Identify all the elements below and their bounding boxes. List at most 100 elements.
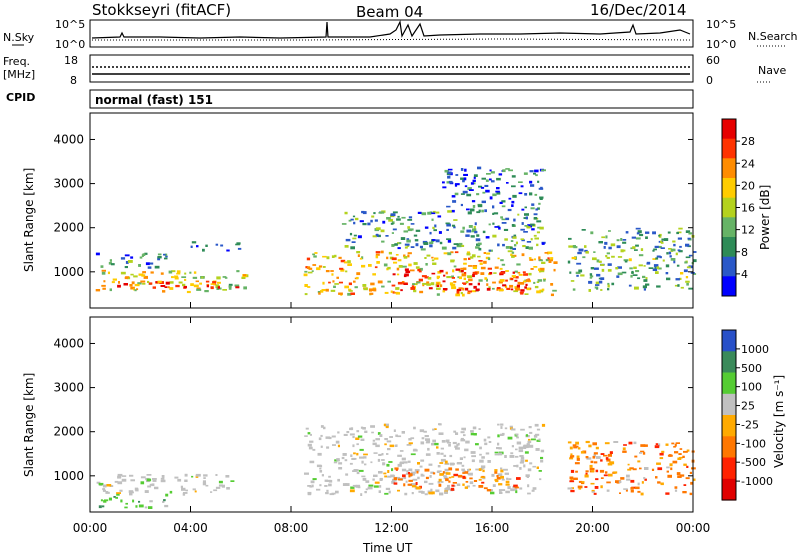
data-cell [636, 232, 640, 235]
data-cell [212, 281, 217, 284]
data-cell [388, 461, 393, 463]
data-cell [164, 504, 169, 508]
data-cell [124, 254, 130, 257]
data-cell [347, 263, 352, 266]
data-cell [515, 287, 520, 291]
data-cell [416, 486, 421, 490]
data-cell [356, 471, 360, 475]
data-cell [201, 276, 204, 279]
data-cell [467, 468, 470, 472]
data-cell [538, 259, 543, 262]
data-cell [478, 185, 483, 188]
data-cell [447, 175, 451, 179]
data-cell [627, 468, 632, 471]
data-cell [338, 281, 343, 284]
data-cell [644, 467, 649, 470]
data-cell [225, 475, 230, 478]
data-cell [100, 499, 103, 502]
data-cell [356, 251, 361, 254]
data-cell [451, 209, 455, 213]
data-cell [513, 484, 518, 488]
data-cell [360, 493, 363, 496]
data-cell [520, 459, 525, 463]
data-cell [117, 473, 123, 477]
data-cell [142, 283, 146, 285]
data-cell [116, 494, 120, 496]
data-cell [338, 292, 343, 295]
data-cell [445, 472, 451, 475]
data-cell [594, 486, 599, 489]
data-cell [523, 464, 526, 468]
data-cell [447, 168, 453, 171]
data-cell [492, 205, 495, 209]
data-cell [462, 226, 465, 230]
data-cell [448, 443, 451, 447]
data-cell [307, 485, 311, 487]
data-cell [468, 189, 474, 191]
data-cell [130, 273, 134, 276]
data-cell [540, 459, 544, 463]
data-cell [428, 463, 433, 466]
data-cell [660, 241, 664, 244]
data-cell [593, 453, 596, 457]
data-cell [592, 442, 597, 446]
data-cell [442, 290, 446, 293]
data-cell [385, 487, 391, 490]
data-cell [541, 288, 545, 291]
colorbar-segment [722, 138, 736, 159]
beam-title: Beam 04 [356, 3, 423, 21]
data-cell [461, 273, 467, 277]
data-cell [117, 481, 123, 485]
data-cell [609, 451, 613, 454]
data-cell [356, 276, 359, 280]
data-cell [530, 207, 535, 210]
data-cell [381, 453, 384, 456]
data-cell [469, 477, 473, 480]
data-cell [480, 266, 486, 270]
data-cell [419, 465, 423, 468]
data-cell [667, 231, 671, 234]
data-cell [124, 266, 128, 269]
data-cell [444, 491, 448, 494]
data-cell [567, 441, 572, 444]
data-cell [642, 452, 646, 455]
data-cell [360, 426, 364, 429]
data-cell [105, 491, 110, 494]
data-cell [210, 491, 213, 493]
data-cell [165, 493, 169, 497]
data-cell [331, 273, 334, 276]
data-cell [316, 464, 322, 468]
data-cell [444, 462, 450, 465]
data-cell [422, 282, 427, 285]
data-cell [581, 481, 585, 483]
data-cell [521, 239, 525, 242]
data-cell [655, 443, 659, 445]
data-cell [127, 260, 133, 263]
data-cell [95, 289, 101, 292]
data-cell [584, 249, 588, 253]
data-cell [497, 473, 503, 477]
data-cell [154, 265, 160, 269]
data-cell [492, 234, 497, 238]
data-cell [528, 246, 533, 250]
data-cell [378, 471, 383, 474]
data-cell [496, 475, 499, 478]
data-cell [507, 208, 512, 212]
data-cell [439, 241, 443, 245]
data-cell [304, 472, 309, 475]
data-cell [319, 470, 323, 473]
data-cell [120, 499, 123, 503]
data-cell [460, 168, 464, 171]
data-cell [601, 268, 605, 272]
data-cell [616, 275, 620, 278]
data-cell [347, 292, 352, 296]
data-cell [419, 245, 423, 249]
data-cell [316, 488, 321, 491]
data-cell [368, 264, 372, 267]
power-scatter [95, 166, 697, 297]
data-cell [402, 461, 408, 464]
data-cell [486, 173, 491, 175]
data-cell [478, 485, 484, 488]
data-cell [534, 423, 539, 427]
data-cell [235, 243, 240, 246]
